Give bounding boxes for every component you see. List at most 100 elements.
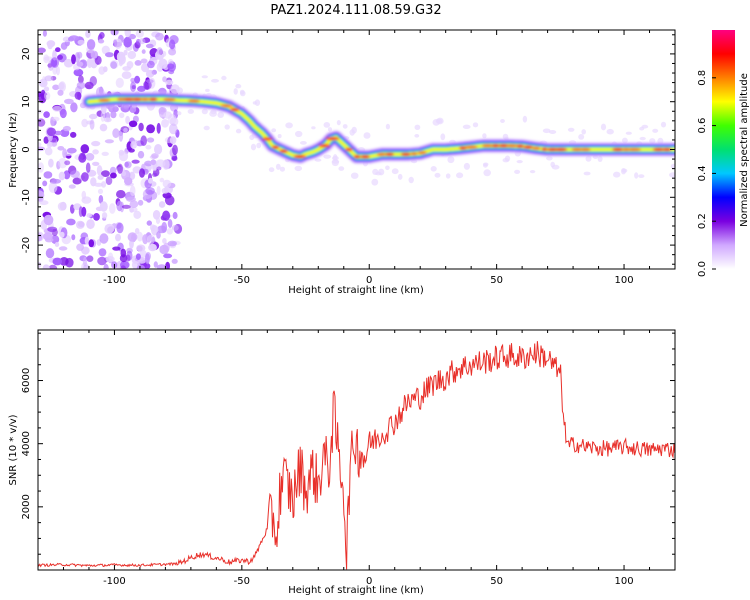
heatmap-noise-cell bbox=[116, 222, 124, 234]
heatmap-noise-cell bbox=[146, 124, 156, 134]
heatmap-noise-cell bbox=[63, 170, 71, 180]
heatmap-noise-cell bbox=[137, 199, 144, 206]
heatmap-noise-cell bbox=[78, 75, 84, 84]
heatmap-noise-cell bbox=[103, 117, 112, 123]
heatmap-noise-cell bbox=[110, 172, 117, 179]
heatmap-noise-cell bbox=[71, 54, 76, 65]
heatmap-noise-cell bbox=[52, 105, 62, 112]
y-tick-label: 4000 bbox=[21, 431, 32, 456]
heatmap-halo-cell bbox=[649, 138, 656, 144]
heatmap-noise-cell bbox=[151, 153, 159, 159]
heatmap-noise-cell bbox=[153, 261, 158, 268]
heatmap-noise-cell bbox=[155, 32, 164, 41]
heatmap-noise-cell bbox=[93, 182, 104, 187]
heatmap-ridge-core bbox=[541, 147, 548, 151]
heatmap-noise-cell bbox=[44, 147, 53, 156]
heatmap-noise-cell bbox=[136, 231, 143, 242]
heatmap-halo-cell bbox=[597, 155, 603, 162]
x-tick-label: 50 bbox=[490, 275, 503, 286]
heatmap-noise-cell bbox=[161, 119, 169, 128]
heatmap-halo-cell bbox=[233, 88, 238, 95]
heatmap-halo-cell bbox=[397, 173, 403, 180]
heatmap-noise-cell bbox=[92, 149, 99, 155]
heatmap-noise-cell bbox=[148, 177, 153, 184]
heatmap-noise-cell bbox=[152, 172, 158, 177]
heatmap-halo-cell bbox=[638, 174, 645, 179]
heatmap-noise-cell bbox=[81, 246, 90, 255]
heatmap-halo-cell bbox=[529, 170, 536, 174]
heatmap-noise-cell bbox=[161, 221, 168, 233]
heatmap-ridge-core bbox=[571, 147, 583, 152]
heatmap-ridge-core bbox=[498, 144, 510, 148]
heatmap-halo-cell bbox=[277, 134, 282, 139]
heatmap-noise-cell bbox=[151, 225, 159, 236]
heatmap-noise-cell bbox=[59, 257, 69, 266]
heatmap-ridge-core bbox=[344, 147, 353, 152]
heatmap-noise-cell bbox=[162, 76, 167, 83]
heatmap-noise-cell bbox=[101, 181, 107, 188]
heatmap-halo-cell bbox=[254, 99, 261, 106]
heatmap-halo-cell bbox=[606, 128, 614, 135]
heatmap-halo-cell bbox=[669, 172, 675, 178]
heatmap-halo-cell bbox=[271, 128, 277, 133]
heatmap-noise-cell bbox=[81, 118, 89, 128]
heatmap-noise-cell bbox=[97, 256, 107, 266]
heatmap-noise-cell bbox=[124, 161, 132, 169]
heatmap-noise-cell bbox=[163, 253, 173, 259]
heatmap-noise-cell bbox=[89, 76, 98, 86]
heatmap-noise-cell bbox=[104, 223, 115, 234]
heatmap-noise-cell bbox=[72, 177, 82, 185]
heatmap-noise-cell bbox=[57, 146, 65, 151]
heatmap-noise-cell bbox=[148, 243, 157, 252]
heatmap-noise-cell bbox=[69, 35, 79, 41]
heatmap-ridge-core bbox=[417, 151, 427, 155]
heatmap-halo-cell bbox=[209, 110, 218, 117]
heatmap-noise-cell bbox=[89, 119, 95, 130]
heatmap-halo-cell bbox=[235, 128, 242, 134]
heatmap-noise-cell bbox=[90, 177, 97, 187]
heatmap-noise-cell bbox=[167, 219, 173, 228]
heatmap-ridge-core bbox=[353, 155, 361, 159]
heatmap-ridge-core bbox=[410, 152, 418, 156]
heatmap-noise-cell bbox=[50, 57, 60, 68]
heatmap-noise-cell bbox=[98, 66, 106, 75]
y-tick-label: 10 bbox=[21, 95, 32, 108]
heatmap-halo-cell bbox=[205, 88, 210, 92]
heatmap-halo-cell bbox=[634, 172, 639, 179]
y-tick-label: 20 bbox=[21, 48, 32, 61]
heatmap-halo-cell bbox=[548, 130, 557, 134]
heatmap-noise-cell bbox=[156, 122, 161, 134]
heatmap-noise-cell bbox=[116, 190, 126, 199]
heatmap-noise-cell bbox=[163, 242, 170, 253]
heatmap-noise-cell bbox=[163, 111, 173, 119]
heatmap-halo-cell bbox=[500, 119, 505, 123]
heatmap-noise-cell bbox=[139, 249, 147, 258]
heatmap-noise-cell bbox=[54, 242, 60, 247]
heatmap-noise-cell bbox=[55, 47, 61, 53]
heatmap-halo-cell bbox=[567, 127, 575, 132]
heatmap-halo-cell bbox=[472, 122, 479, 128]
heatmap-noise-cell bbox=[62, 148, 67, 159]
heatmap-halo-cell bbox=[578, 134, 585, 140]
heatmap-noise-cell bbox=[112, 128, 120, 139]
heatmap-halo-cell bbox=[300, 141, 307, 145]
heatmap-halo-cell bbox=[432, 119, 440, 126]
heatmap-noise-cell bbox=[73, 68, 84, 77]
heatmap-noise-cell bbox=[58, 82, 65, 90]
heatmap-halo-cell bbox=[408, 176, 414, 184]
heatmap-noise-cell bbox=[169, 123, 178, 135]
heatmap-halo-cell bbox=[327, 127, 333, 132]
snr-y-axis-title: SNR (10 * v/v) bbox=[8, 414, 19, 485]
heatmap-ridge-core bbox=[621, 147, 631, 152]
heatmap-halo-cell bbox=[625, 131, 632, 135]
y-tick-label: 6000 bbox=[21, 368, 32, 393]
heatmap-noise-cell bbox=[81, 190, 87, 200]
heatmap-halo-cell bbox=[224, 124, 230, 130]
heatmap-noise-cell bbox=[98, 39, 105, 44]
heatmap-noise-cell bbox=[85, 153, 95, 161]
y-tick-label: -10 bbox=[21, 189, 32, 205]
heatmap-halo-cell bbox=[350, 172, 359, 179]
heatmap-noise-cell bbox=[126, 61, 134, 69]
heatmap-noise-cell bbox=[64, 98, 74, 105]
heatmap-halo-cell bbox=[621, 168, 626, 175]
